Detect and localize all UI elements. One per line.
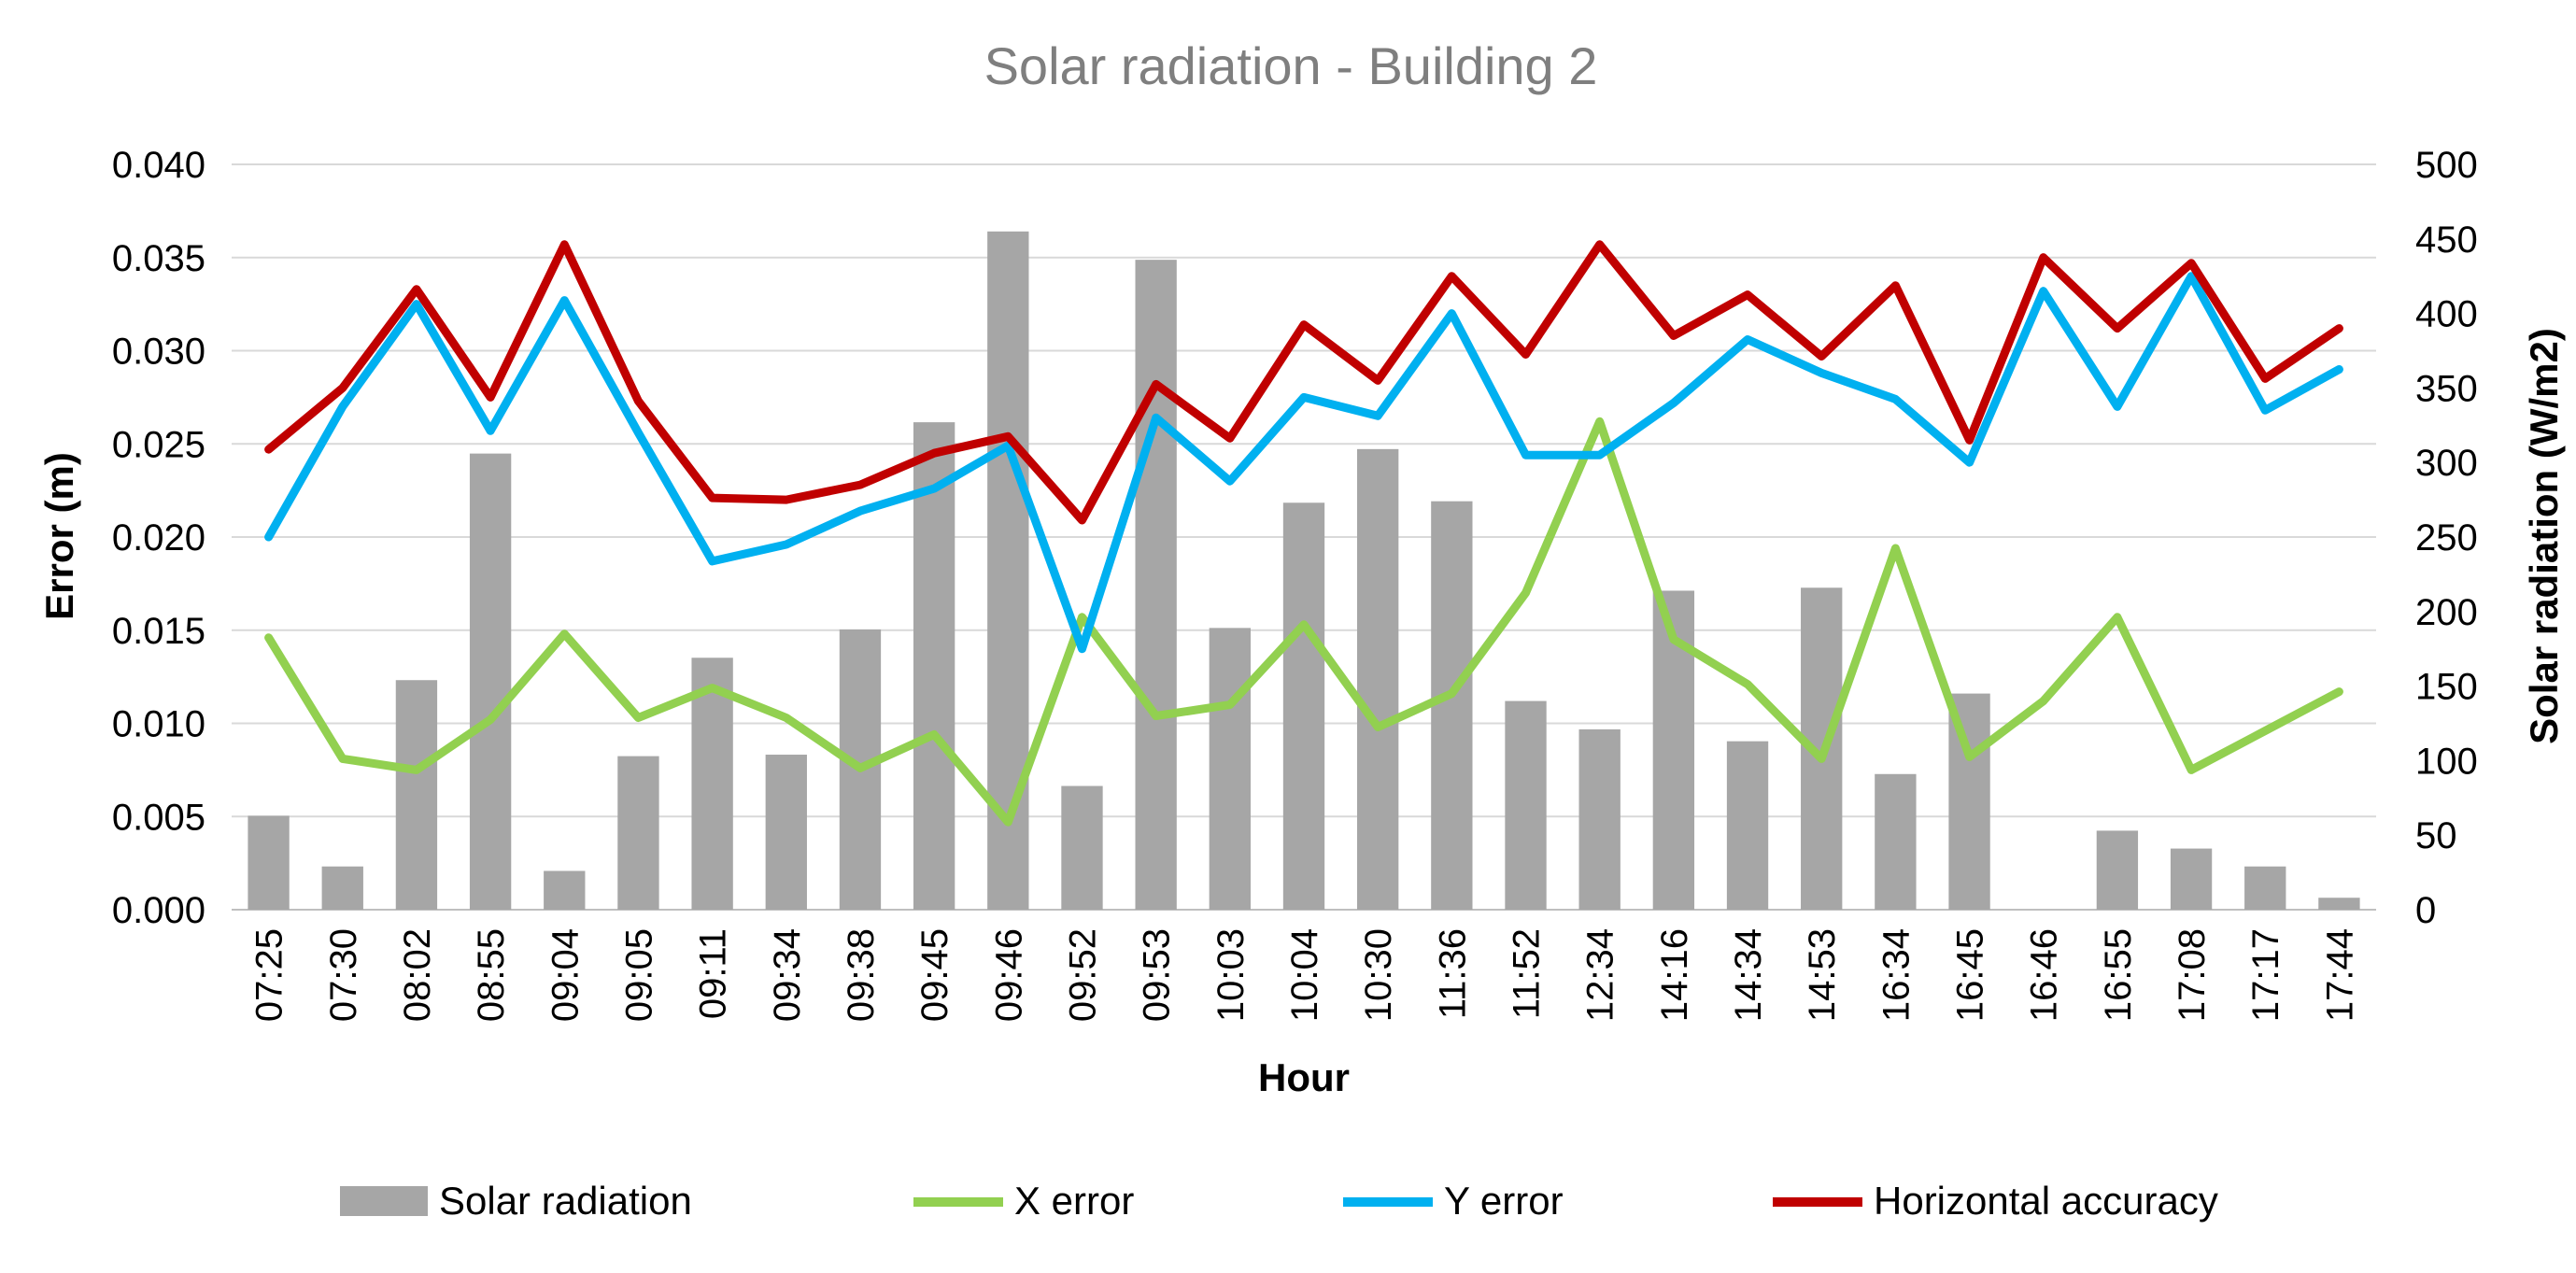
left-tick-label: 0.000 xyxy=(112,890,205,931)
x-tick-label: 16:34 xyxy=(1875,928,1917,1022)
bar-solar-radiation-0953 xyxy=(1135,260,1177,910)
line-y-error xyxy=(264,272,2343,654)
line-x-error xyxy=(264,417,2343,827)
legend-label-y-error: Y error xyxy=(1444,1179,1564,1223)
left-tick-label: 0.035 xyxy=(112,238,205,279)
x-tick-label: 10:30 xyxy=(1358,928,1399,1022)
right-tick-label: 100 xyxy=(2415,741,2478,782)
bar-solar-radiation-0952 xyxy=(1061,785,1103,910)
bar-solar-radiation-1003 xyxy=(1209,628,1251,910)
left-tick-label: 0.040 xyxy=(112,145,205,186)
bar-solar-radiation-0945 xyxy=(913,422,955,910)
x-tick-label: 09:11 xyxy=(693,928,734,1019)
bar-solar-radiation-0725 xyxy=(248,815,290,910)
bar-solar-radiation-1152 xyxy=(1505,700,1547,910)
left-tick-label: 0.015 xyxy=(112,611,205,652)
bar-solar-radiation-0904 xyxy=(544,870,586,910)
right-tick-label: 150 xyxy=(2415,667,2478,708)
right-tick-label: 350 xyxy=(2415,368,2478,409)
legend-label-solar-radiation: Solar radiation xyxy=(439,1179,692,1223)
bar-solar-radiation-0730 xyxy=(321,866,363,910)
bar-solar-radiation-0946 xyxy=(987,231,1029,910)
right-tick-label: 200 xyxy=(2415,592,2478,633)
x-tick-label: 17:08 xyxy=(2172,928,2213,1022)
line-series xyxy=(264,240,2343,827)
x-tick-label: 11:52 xyxy=(1507,928,1548,1019)
bar-solar-radiation-0911 xyxy=(691,658,733,910)
x-tick-label: 17:17 xyxy=(2245,928,2286,1022)
x-tick-label: 10:04 xyxy=(1284,928,1325,1022)
x-tick-label: 09:53 xyxy=(1137,928,1178,1022)
x-tick-label: 14:16 xyxy=(1654,928,1695,1022)
x-tick-label: 16:55 xyxy=(2098,928,2139,1022)
right-axis-title: Solar radiation (W/m2) xyxy=(2522,328,2566,744)
x-tick-label: 09:04 xyxy=(545,928,586,1022)
left-axis-ticks: 0.000 0.005 0.010 0.015 0.020 0.025 0.030 0.035… xyxy=(112,145,205,931)
right-tick-label: 400 xyxy=(2415,294,2478,335)
x-tick-label: 08:02 xyxy=(397,928,438,1022)
x-tick-label: 17:44 xyxy=(2319,928,2360,1022)
x-tick-label: 09:34 xyxy=(767,928,808,1022)
left-tick-label: 0.020 xyxy=(112,517,205,559)
bar-solar-radiation-1030 xyxy=(1357,448,1399,910)
x-tick-label: 09:38 xyxy=(841,928,882,1022)
x-tick-label: 11:36 xyxy=(1432,928,1473,1019)
bar-solar-radiation-0802 xyxy=(395,680,438,910)
bar-solar-radiation-0905 xyxy=(617,756,659,910)
legend-label-x-error: X error xyxy=(1014,1179,1134,1223)
bar-solar-radiation-0855 xyxy=(469,453,512,910)
bar-series-solar-radiation xyxy=(248,231,2360,910)
right-tick-label: 0 xyxy=(2415,890,2436,931)
right-tick-label: 300 xyxy=(2415,443,2478,484)
bar-solar-radiation-1434 xyxy=(1726,741,1769,910)
legend-swatch-solar-radiation xyxy=(340,1186,428,1216)
x-axis-title: Hour xyxy=(1258,1055,1350,1099)
x-tick-label: 07:30 xyxy=(323,928,364,1022)
right-tick-label: 450 xyxy=(2415,219,2478,261)
x-tick-label: 09:46 xyxy=(988,928,1029,1022)
x-tick-label: 16:45 xyxy=(1950,928,1991,1022)
x-tick-label: 09:52 xyxy=(1062,928,1103,1022)
bar-solar-radiation-1136 xyxy=(1431,501,1473,910)
x-tick-label: 09:05 xyxy=(618,928,659,1022)
bar-solar-radiation-1634 xyxy=(1875,773,1917,910)
line-horizontal-accuracy xyxy=(264,240,2343,525)
bar-solar-radiation-1717 xyxy=(2244,866,2286,910)
right-tick-label: 50 xyxy=(2415,815,2457,856)
bar-solar-radiation-1004 xyxy=(1282,502,1325,910)
right-tick-label: 500 xyxy=(2415,145,2478,186)
x-tick-label: 07:25 xyxy=(249,928,290,1022)
bar-solar-radiation-0934 xyxy=(765,755,807,910)
x-tick-label: 16:46 xyxy=(2024,928,2065,1022)
chart-title: Solar radiation - Building 2 xyxy=(984,36,1598,95)
legend-label-horizontal-accuracy: Horizontal accuracy xyxy=(1874,1179,2218,1223)
x-tick-label: 10:03 xyxy=(1210,928,1252,1022)
bar-solar-radiation-1708 xyxy=(2170,848,2213,910)
left-tick-label: 0.025 xyxy=(112,424,205,465)
left-axis-title: Error (m) xyxy=(37,452,81,620)
x-tick-label: 09:45 xyxy=(914,928,955,1022)
x-tick-label: 14:53 xyxy=(1802,928,1843,1022)
right-axis-ticks: 0 50 100 150 200 250 300 350 400 450 500 xyxy=(2415,145,2478,931)
left-tick-label: 0.030 xyxy=(112,332,205,373)
legend: Solar radiation X error Y error Horizont… xyxy=(340,1179,2218,1223)
x-tick-label: 14:34 xyxy=(1728,928,1769,1022)
left-tick-label: 0.005 xyxy=(112,797,205,838)
left-tick-label: 0.010 xyxy=(112,704,205,745)
x-axis-ticks: 07:25 07:30 08:02 08:55 09:04 09:05 09:11 09:34… xyxy=(249,928,2361,1022)
x-tick-label: 08:55 xyxy=(471,928,512,1022)
bar-solar-radiation-1655 xyxy=(2096,830,2139,910)
bar-solar-radiation-1744 xyxy=(2318,898,2360,910)
x-tick-label: 12:34 xyxy=(1580,928,1621,1022)
right-tick-label: 250 xyxy=(2415,517,2478,559)
bar-solar-radiation-1234 xyxy=(1578,728,1621,910)
